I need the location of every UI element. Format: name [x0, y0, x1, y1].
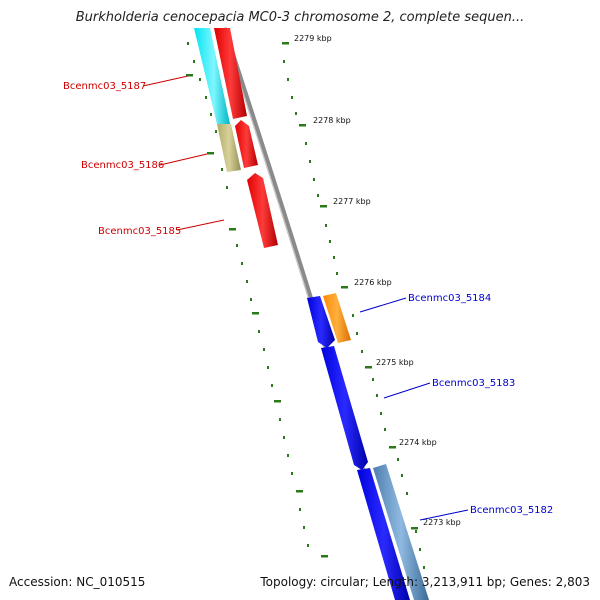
kbp-scale: 2279 kbp 2278 kbp 2277 kbp 2276 kbp 2275… — [294, 34, 461, 527]
topology-summary: Topology: circular; Length: 3,213,911 bp… — [260, 575, 590, 589]
gene-label-5186[interactable]: Bcenmc03_5186 — [81, 160, 164, 171]
forward-strand-genes — [194, 28, 278, 248]
kbp-marker: 2278 kbp — [313, 116, 351, 125]
map-title: Burkholderia cenocepacia MC0-3 chromosom… — [75, 10, 525, 25]
gene-bcenmc03-5185[interactable] — [247, 173, 278, 248]
gene-bcenmc03-5183[interactable] — [321, 346, 368, 470]
gene-label-5182[interactable]: Bcenmc03_5182 — [470, 505, 553, 516]
gene-block-red-middle[interactable] — [235, 120, 258, 168]
gene-label-5185[interactable]: Bcenmc03_5185 — [98, 226, 181, 237]
gene-label-group: Bcenmc03_5187 Bcenmc03_5186 Bcenmc03_518… — [63, 75, 553, 521]
outer-tick-track — [186, 42, 328, 558]
gene-block-blue-lower[interactable] — [357, 468, 410, 600]
gene-label-5184[interactable]: Bcenmc03_5184 — [408, 293, 491, 304]
gene-bcenmc03-5184-blue[interactable] — [307, 296, 335, 348]
inner-tick-track — [282, 42, 425, 569]
gene-bcenmc03-5186[interactable] — [217, 124, 241, 172]
kbp-marker: 2273 kbp — [423, 518, 461, 527]
kbp-marker: 2279 kbp — [294, 34, 332, 43]
gene-bcenmc03-5182[interactable] — [373, 464, 429, 600]
accession-text: Accession: NC_010515 — [9, 575, 146, 589]
gene-label-5183[interactable]: Bcenmc03_5183 — [432, 378, 515, 389]
kbp-marker: 2276 kbp — [354, 278, 392, 287]
gene-bcenmc03-5184[interactable] — [323, 293, 351, 343]
gene-bcenmc03-5187[interactable] — [194, 28, 230, 124]
gene-block-red-upper[interactable] — [214, 28, 247, 119]
kbp-marker: 2275 kbp — [376, 358, 414, 367]
reverse-strand-genes — [307, 293, 429, 600]
gene-label-5187[interactable]: Bcenmc03_5187 — [63, 81, 146, 92]
kbp-marker: 2274 kbp — [399, 438, 437, 447]
kbp-marker: 2277 kbp — [333, 197, 371, 206]
